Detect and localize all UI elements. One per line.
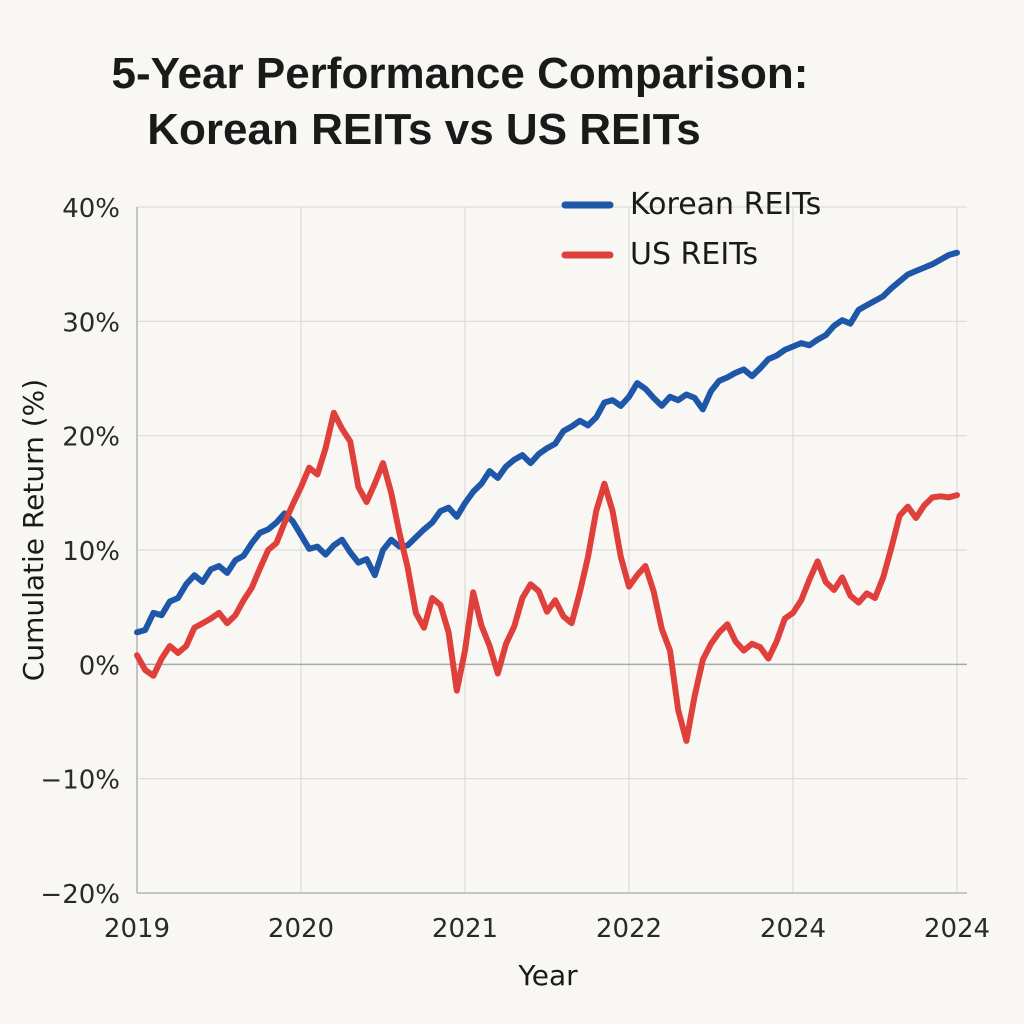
x-tick-label: 2021: [432, 914, 498, 944]
y-tick-label: 30%: [62, 308, 120, 338]
x-tick-label: 2024: [760, 914, 826, 944]
x-tick-label: 2024: [924, 914, 990, 944]
legend: Korean REITs US REITs: [561, 187, 821, 272]
chart-title-line-2: Korean REITs vs US REITs: [147, 105, 701, 154]
grid: [136, 206, 967, 894]
y-tick-label: 0%: [79, 651, 120, 681]
y-axis-label: Cumulatie Return (%): [17, 379, 50, 681]
x-tick-label: 2020: [268, 914, 334, 944]
x-tick-label: 2022: [596, 914, 662, 944]
chart-title-line-1: 5-Year Performance Comparison:: [111, 49, 809, 98]
x-axis-label: Year: [517, 959, 578, 992]
series-line-us-reits: [134, 409, 960, 744]
series-line-korean-reits: [134, 249, 960, 636]
y-tick-label: 40%: [62, 194, 120, 224]
axes: [136, 207, 967, 894]
y-tick-labels: −20% −10% 0% 10% 20% 30% 40%: [40, 194, 120, 910]
x-tick-labels: 2019 2020 2021 2022 2024 2024: [104, 914, 990, 944]
legend-label-us-reits: US REITs: [630, 237, 758, 272]
x-tick-label: 2019: [104, 914, 170, 944]
y-tick-label: 10%: [62, 537, 120, 567]
legend-label-korean-reits: Korean REITs: [630, 187, 821, 222]
series-lines: [134, 249, 960, 744]
y-tick-label: 20%: [62, 423, 120, 453]
y-tick-label: −10%: [40, 766, 120, 796]
y-tick-label: −20%: [40, 880, 120, 910]
